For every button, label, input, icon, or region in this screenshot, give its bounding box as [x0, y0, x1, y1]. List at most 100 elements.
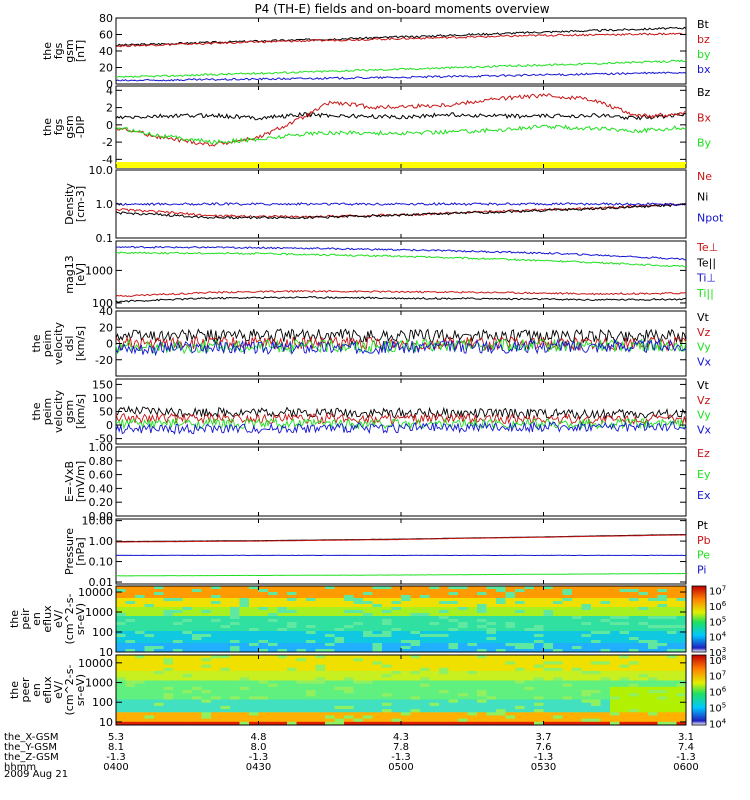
spectrogram-cell: [287, 702, 297, 707]
spectrogram-cell: [591, 592, 601, 596]
spectrogram-cell: [306, 667, 316, 672]
spectrogram-cell: [287, 628, 297, 632]
orbit-value: 4.3: [393, 732, 409, 743]
colorbar-tick-label: 104: [709, 631, 727, 644]
y-tick-label: -2: [102, 136, 113, 149]
spectrogram-cell: [553, 595, 563, 599]
spectrogram-cell: [391, 709, 402, 713]
spectrogram-cell: [648, 677, 658, 681]
spectrogram-cell: [211, 655, 221, 659]
spectrogram-cell: [600, 595, 611, 599]
spectrogram-cell: [315, 718, 326, 723]
spectrogram-cell: [325, 696, 335, 701]
spectrogram-cell: [486, 712, 497, 716]
spectrogram-cell: [638, 643, 649, 647]
spectrogram-cell: [163, 709, 174, 713]
spectrogram-cell: [610, 616, 620, 620]
spectrogram-cell: [486, 655, 497, 659]
spectrogram-cell: [420, 637, 430, 641]
spectrogram-cell: [144, 613, 155, 617]
spectrogram-cell: [619, 655, 630, 659]
spectrogram-cell: [372, 592, 383, 596]
orbit-value: 7.6: [536, 742, 552, 753]
spectrogram-cell: [429, 693, 440, 697]
spectrogram-cell: [211, 613, 221, 617]
spectrogram-cell: [344, 598, 354, 602]
spectrogram-cell: [600, 680, 611, 685]
spectrogram-cell: [363, 674, 373, 678]
spectrogram-cell: [268, 677, 278, 681]
spectrogram-cell: [648, 693, 658, 697]
spectrogram-cell: [629, 680, 639, 685]
spectrogram-cell: [391, 690, 402, 694]
spectrogram-cell: [648, 607, 658, 611]
spectrogram-cell: [353, 696, 364, 701]
spectrogram-cell: [524, 674, 535, 678]
spectrogram-cell: [420, 610, 430, 614]
spectrogram-cell: [401, 595, 411, 599]
spectrogram-cell: [401, 628, 411, 632]
spectrogram-cell: [163, 658, 174, 662]
spectrogram-cell: [382, 601, 392, 605]
spectrogram-cell: [515, 649, 525, 653]
spectrogram-cell: [135, 658, 145, 662]
spectrogram-cell: [363, 589, 373, 593]
spectrogram-cell: [239, 616, 250, 620]
spectrogram-cell: [182, 702, 193, 707]
spectrogram-cell: [581, 690, 592, 694]
spectrogram-cell: [334, 680, 345, 685]
spectrogram-cell: [619, 664, 630, 669]
spectrogram-cell: [315, 613, 326, 617]
spectrogram-cell: [429, 646, 440, 650]
spectrogram-cell: [125, 604, 136, 608]
spectrogram-cell: [182, 607, 193, 611]
spectrogram-cell: [486, 613, 497, 617]
spectrogram-cell: [619, 628, 630, 632]
spectrogram-cell: [439, 661, 449, 666]
spectrogram-cell: [287, 677, 297, 681]
y-tick-label: 0: [106, 338, 113, 351]
spectrogram-cell: [591, 607, 601, 611]
spectrogram-cell: [439, 634, 449, 638]
spectrogram-cell: [467, 670, 478, 675]
spectrogram-cell: [553, 640, 563, 644]
spectrogram-cell: [420, 702, 430, 707]
spectrogram-cell: [467, 702, 478, 707]
spectrogram-cell: [429, 595, 440, 599]
spectrogram-cell: [543, 631, 554, 635]
spectrogram-cell: [173, 637, 183, 641]
spectrogram-cell: [496, 640, 506, 644]
spectrogram-cell: [230, 712, 240, 716]
spectrogram-cell: [562, 625, 573, 629]
spectrogram-cell: [534, 696, 544, 701]
spectrogram-cell: [125, 601, 136, 605]
spectrogram-cell: [562, 715, 573, 720]
spectrogram-cell: [325, 721, 335, 726]
y-tick-label: -4: [102, 153, 113, 166]
spectrogram-cell: [505, 667, 516, 672]
spectrogram-cell: [600, 589, 611, 593]
panel-frame: [115, 378, 687, 445]
spectrogram-cell: [258, 634, 269, 638]
spectrogram-cell: [249, 589, 259, 593]
spectrogram-cell: [249, 680, 259, 685]
spectrogram-cell: [524, 598, 535, 602]
spectrogram-cell: [562, 674, 573, 678]
legend-Ne: Ne: [697, 170, 712, 183]
spectrogram-cell: [486, 637, 497, 641]
spectrogram-cell: [277, 637, 288, 641]
spectrogram-cell: [591, 664, 601, 669]
spectrogram-cell: [192, 586, 202, 590]
spectrogram-cell: [562, 628, 573, 632]
spectrogram-cell: [249, 718, 259, 723]
spectrogram-cell: [125, 595, 136, 599]
spectrogram-cell: [230, 613, 240, 617]
spectrogram-cell: [600, 699, 611, 704]
spectrogram-cell: [467, 628, 478, 632]
spectrogram-cell: [429, 589, 440, 593]
spectrogram-cell: [382, 637, 392, 641]
spectrogram-cell: [667, 607, 677, 611]
spectrogram-cell: [638, 637, 649, 641]
spectrogram-cell: [562, 658, 573, 662]
spectrogram-cell: [591, 634, 601, 638]
